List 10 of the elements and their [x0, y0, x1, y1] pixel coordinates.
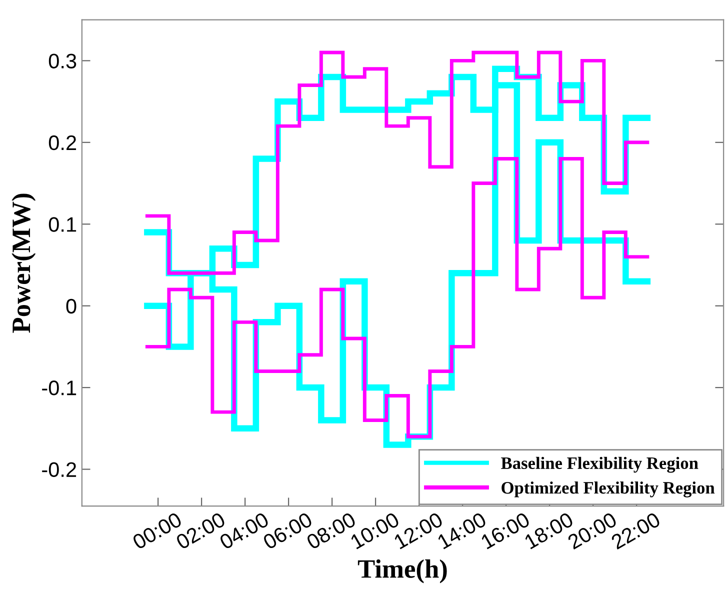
y-tick-label: -0.2: [42, 462, 76, 478]
legend-label: Baseline Flexibility Region: [501, 456, 698, 473]
y-tick-label: -0.1: [42, 380, 76, 396]
legend-label: Optimized Flexibility Region: [502, 481, 715, 498]
y-axis-title: Power(MW): [12, 194, 36, 333]
y-tick-label: 0.1: [48, 217, 76, 232]
y-tick-label: 0.2: [48, 135, 76, 150]
y-tick-label: 0.3: [48, 54, 76, 68]
y-tick-label: 0: [66, 298, 76, 314]
x-axis-title: Time(h): [358, 559, 447, 584]
